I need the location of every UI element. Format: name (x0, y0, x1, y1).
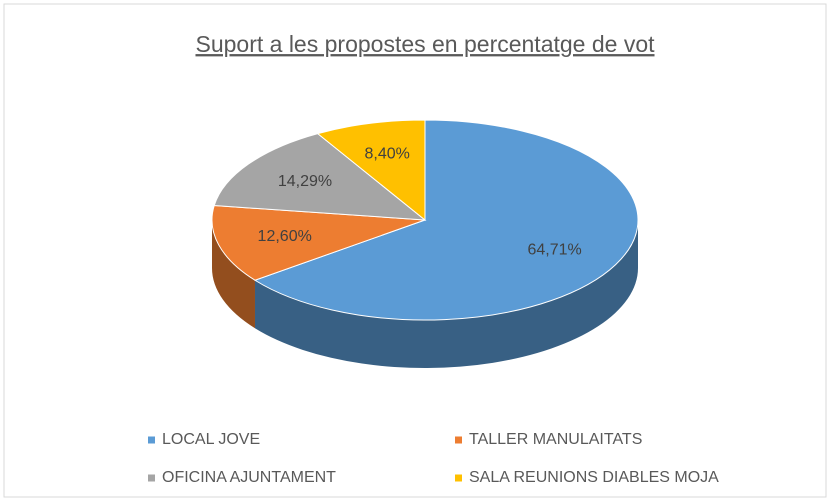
slice (316, 119, 426, 222)
slice (211, 205, 426, 281)
legend-label: TALLER MANULAITATS (469, 431, 642, 448)
chart-title: Suport a les propostes en percentatge de… (195, 31, 655, 57)
data-label: 14,29% (278, 173, 332, 190)
legend-marker (455, 436, 462, 444)
data-label: 64,71% (528, 242, 582, 259)
data-label: 8,40% (365, 146, 410, 163)
legend-label: SALA REUNIONS DIABLES MOJA (469, 469, 719, 486)
legend-label: OFICINA AJUNTAMENT (162, 469, 336, 486)
legend-marker (455, 474, 462, 482)
legend-marker (148, 474, 155, 482)
data-label: 12,60% (258, 228, 312, 245)
slice-side (254, 220, 638, 369)
legend-label: LOCAL JOVE (162, 431, 260, 448)
slice (253, 119, 639, 321)
slice-side (212, 220, 255, 329)
legend-marker (148, 436, 155, 444)
slice (213, 133, 427, 221)
